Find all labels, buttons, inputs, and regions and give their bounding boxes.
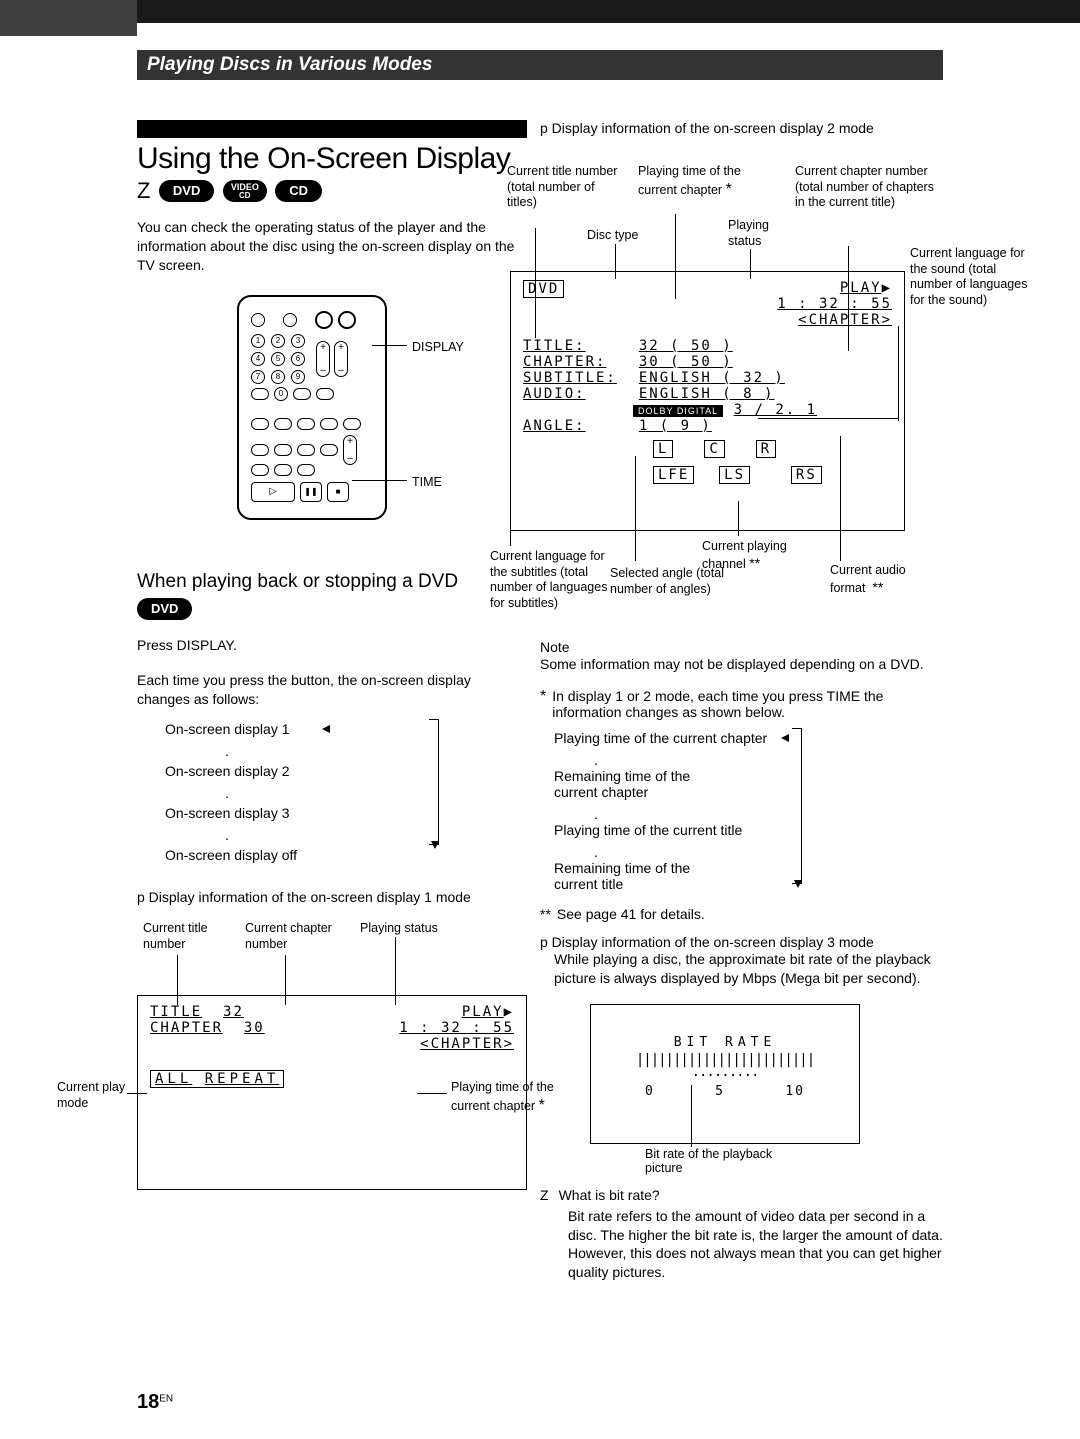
osd1-play: PLAY [462,1004,504,1020]
badge-videocd: VIDEOCD [223,180,267,202]
osd2-dd-v: 3 / 2. 1 [734,402,817,418]
osd2-ch-r: R [756,440,776,458]
remote-label-time: TIME [412,475,442,489]
cycle-item: On-screen display 2 [165,763,425,779]
osd2-lbl-soundlang: Current language for the sound (total nu… [910,246,1030,309]
osd2-dd: DOLBY DIGITAL [633,405,723,417]
osd2-title-k: TITLE: [523,338,618,354]
osd2-ang-v: 1 ( 9 ) [639,418,712,434]
bitrate-label: BIT RATE [611,1035,839,1050]
title-bar [137,120,527,138]
osd2-lbl-disctype: Disc type [587,228,667,244]
osd2-chap-k: CHAPTER: [523,354,618,370]
osd1-title-v: 32 [223,1004,244,1020]
osd1-label-mode: Current play mode [57,1080,127,1111]
subheading: When playing back or stopping a DVD [137,570,527,595]
osd1-label-status: Playing status [360,921,460,937]
osd1-header: p Display information of the on-screen d… [137,889,527,905]
star1-text: In display 1 or 2 mode, each time you pr… [552,688,945,720]
osd2-ch-lfe: LFE [653,466,694,484]
osd1-label-title: Current title number [143,921,233,952]
time-cycle-item: Remaining time of the current title [554,860,694,892]
osd2-header: p Display information of the on-screen d… [540,120,945,136]
osd2-lbl-chapnum: Current chapter number (total number of … [795,164,940,211]
bitrate-box: BIT RATE ||||||||||||||||||||||||·······… [590,1004,860,1144]
osd1-time: 1 : 32 : 55 [399,1020,514,1036]
bitrate-bar: ||||||||||||||||||||||||········· [611,1052,839,1084]
bitrate-caption: Bit rate of the playback picture [645,1147,805,1175]
note-header: Note [540,639,945,655]
time-cycle: Playing time of the current chapter . Re… [554,730,804,892]
remote-label-display: DISPLAY [412,340,464,354]
osd1-chapter-k: CHAPTER [150,1020,223,1036]
badge-dvd-2: DVD [137,598,192,620]
osd2-ch-l: L [653,440,673,458]
osd2-lbl-sublang: Current language for the subtitles (tota… [490,549,610,612]
top-tab [0,0,137,36]
cycle-item: On-screen display 1 [165,721,425,737]
time-cycle-item: Playing time of the current chapter [554,730,804,746]
left-column: Using the On-Screen Display Z DVD VIDEOC… [137,120,527,1190]
osd2-time: 1 : 32 : 55 [777,296,892,312]
display-cycle: On-screen display 1 . On-screen display … [165,721,425,863]
osd2-chaptag: <CHAPTER> [798,312,892,328]
cycle-item: On-screen display off [165,847,425,863]
press-display: Press DISPLAY. [137,636,527,655]
osd2-lbl-playtime: Playing time of the current chapter * [638,164,748,200]
main-title: Using the On-Screen Display [137,142,510,176]
intro-text: You can check the operating status of th… [137,218,527,275]
osd2-lbl-channel: Current playing channel ** [702,539,812,572]
section-header: Playing Discs in Various Modes [137,50,943,80]
osd2-lbl-titlenum: Current title number (total number of ti… [507,164,627,211]
osd2-aud-k: AUDIO: [523,386,618,402]
star2-text: See page 41 for details. [557,906,705,922]
badge-cd: CD [275,180,322,202]
osd1-chapter-v: 30 [244,1020,265,1036]
top-bar [137,0,1080,23]
osd1-title-k: TITLE [150,1004,202,1020]
cycle-item: On-screen display 3 [165,805,425,821]
osd2-ang-k: ANGLE: [523,418,618,434]
osd1-chapter-tag: <CHAPTER> [420,1036,514,1052]
osd2-chap-v: 30 ( 50 ) [639,354,733,370]
note-body: Some information may not be displayed de… [540,655,945,674]
time-cycle-item: Playing time of the current title [554,822,804,838]
page-number: 18EN [137,1391,173,1414]
osd2-aud-v: ENGLISH ( 8 ) [639,386,775,402]
osd1-label-chapter: Current chapter number [245,921,345,952]
osd2-ch-rs: RS [791,466,822,484]
osd2-lbl-status: Playing status [728,218,788,249]
osd2-play: PLAY [840,280,882,296]
osd2-ch-ls: LS [719,466,750,484]
osd2-box: DVD PLAY▶ 1 : 32 : 55 <CHAPTER> TITLE: 3… [510,271,905,531]
osd3-header: p Display information of the on-screen d… [540,934,945,950]
remote-figure: 123 456 789 +– +– 0 +– ▷ ❚❚ [237,295,412,520]
each-time: Each time you press the button, the on-s… [137,671,527,709]
time-cycle-item: Remaining time of the current chapter [554,768,694,800]
osd2-disc: DVD [523,280,564,298]
footnote-dblstar: ** [540,906,551,922]
osd2-sub-v: ENGLISH ( 32 ) [639,370,785,386]
osd2-ch-c: C [704,440,724,458]
bitrate-scale: 0 5 10 [645,1084,805,1099]
osd1-repeat-box: ALL REPEAT [150,1070,284,1088]
osd2-lbl-audiofmt: Current audio format ** [830,563,910,596]
badge-dvd: DVD [159,180,214,202]
z-marker: Z [137,178,150,204]
what-is-bitrate: ZWhat is bit rate? Bit rate refers to th… [540,1187,945,1283]
footnote-star: * [540,688,546,720]
osd2-title-v: 32 ( 50 ) [639,338,733,354]
format-badges: Z DVD VIDEOCD CD [137,178,527,204]
osd2-sub-k: SUBTITLE: [523,370,618,386]
what-is-body: Bit rate refers to the amount of video d… [568,1207,945,1283]
osd3-body: While playing a disc, the approximate bi… [554,950,945,988]
right-column: p Display information of the on-screen d… [540,120,945,1282]
what-is-header: What is bit rate? [559,1187,660,1203]
